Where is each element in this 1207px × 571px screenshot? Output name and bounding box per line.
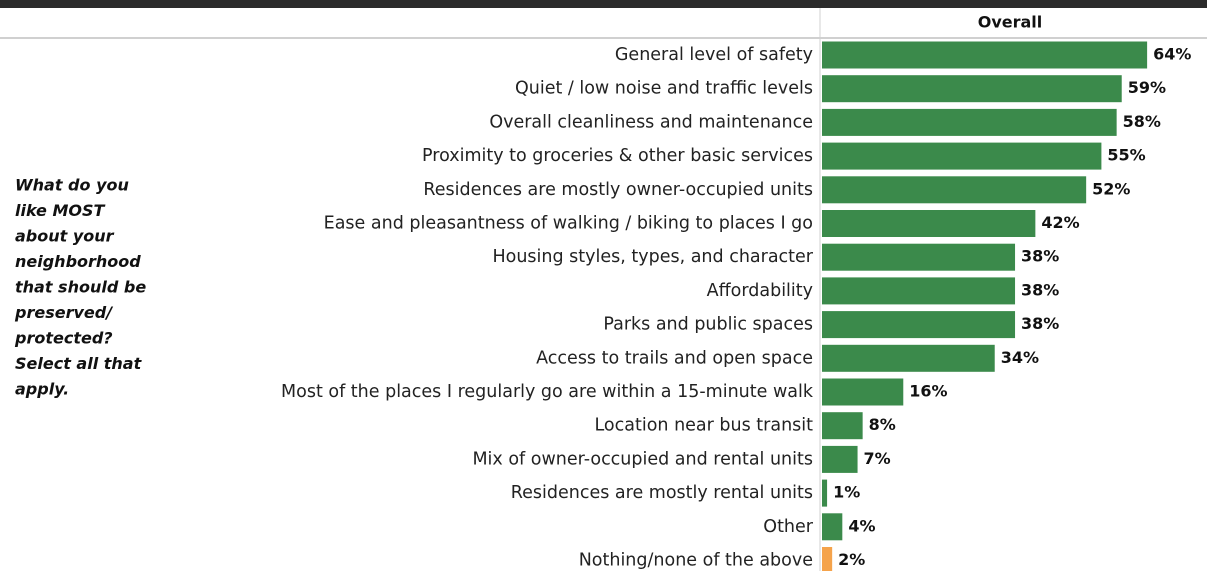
category-label: General level of safety	[615, 45, 813, 65]
category-label: Access to trails and open space	[536, 348, 813, 368]
value-label: 42%	[1041, 213, 1079, 232]
category-label: Most of the places I regularly go are wi…	[281, 382, 814, 402]
category-label: Mix of owner-occupied and rental units	[472, 449, 813, 469]
column-header: Overall	[978, 13, 1043, 32]
bar	[822, 41, 1148, 69]
category-label: Nothing/none of the above	[579, 551, 813, 571]
top-bar	[0, 0, 1207, 8]
category-label: Residences are mostly rental units	[511, 483, 813, 503]
bar	[822, 344, 995, 372]
category-label: Quiet / low noise and traffic levels	[515, 79, 813, 99]
category-label: Housing styles, types, and character	[492, 247, 813, 267]
question-line: preserved/	[14, 303, 113, 322]
value-label: 16%	[909, 382, 947, 401]
question-line: apply.	[15, 380, 69, 399]
value-label: 38%	[1021, 314, 1059, 333]
bar	[822, 75, 1122, 103]
category-label: Overall cleanliness and maintenance	[489, 112, 813, 132]
question-line: protected?	[14, 329, 113, 348]
bar	[822, 108, 1117, 136]
question-line: What do you	[15, 176, 129, 195]
bar	[822, 176, 1087, 204]
bar	[822, 445, 858, 473]
bar	[822, 513, 843, 541]
question-line: neighborhood	[15, 252, 141, 271]
bar	[822, 547, 833, 571]
value-label: 7%	[864, 449, 891, 468]
question-line: about your	[15, 227, 115, 246]
value-label: 58%	[1123, 112, 1161, 131]
value-label: 38%	[1021, 247, 1059, 266]
category-label: Residences are mostly owner-occupied uni…	[423, 180, 813, 200]
value-label: 59%	[1128, 78, 1166, 97]
bar	[822, 412, 863, 440]
question-line: Select all that	[15, 354, 143, 373]
category-label: Other	[763, 517, 813, 537]
bar	[822, 311, 1016, 339]
bar	[822, 142, 1102, 170]
value-label: 64%	[1153, 45, 1191, 64]
value-label: 8%	[869, 415, 896, 434]
bar	[822, 378, 904, 406]
bar	[822, 277, 1016, 305]
category-label: Parks and public spaces	[603, 315, 813, 335]
value-label: 52%	[1092, 179, 1130, 198]
value-label: 2%	[838, 550, 865, 569]
bar	[822, 210, 1036, 237]
category-label: Ease and pleasantness of walking / bikin…	[324, 214, 813, 234]
category-label: Affordability	[707, 281, 813, 301]
category-label: Proximity to groceries & other basic ser…	[422, 146, 813, 166]
value-label: 38%	[1021, 280, 1059, 299]
category-label: Location near bus transit	[594, 416, 813, 436]
value-label: 1%	[833, 483, 860, 502]
value-label: 4%	[848, 516, 875, 535]
value-label: 55%	[1107, 146, 1145, 165]
question-line: like MOST	[15, 201, 106, 220]
value-label: 34%	[1001, 348, 1039, 367]
bar	[822, 243, 1016, 271]
bar	[822, 479, 828, 507]
question-line: that should be	[15, 278, 146, 297]
